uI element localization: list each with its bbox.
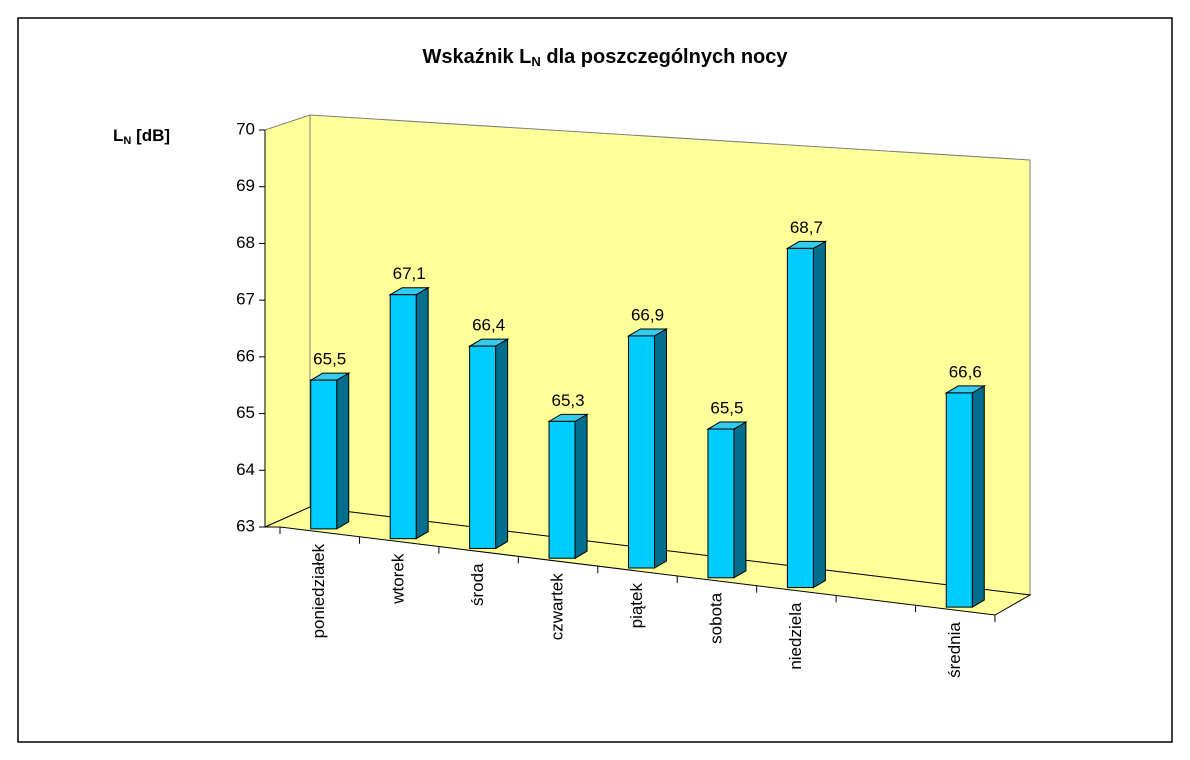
value-label: 65,3 [552,391,585,410]
value-label: 68,7 [790,218,823,237]
y-tick-label: 66 [236,346,255,365]
bar-side [971,385,985,608]
y-tick-label: 68 [236,233,255,252]
value-label: 66,9 [631,305,664,324]
chart-title: Wskaźnik LN dla poszczególnych nocy [422,46,788,69]
bar [310,379,338,530]
x-tick-label: piątek [627,583,646,629]
bar-side [336,372,350,530]
bar-side [812,240,826,589]
x-tick-label: wtorek [389,553,408,605]
bar [548,420,576,559]
y-axis-label: LN [dB] [113,126,170,146]
bar-side [733,421,747,579]
value-label: 66,6 [949,362,982,381]
bar [945,392,973,608]
y-tick-label: 67 [236,290,255,309]
x-tick-label: niedziela [786,602,805,670]
x-tick-label: środa [468,563,487,606]
x-tick-label: czwartek [548,573,567,641]
bar-side [574,413,588,560]
bar-side [495,338,509,550]
value-label: 66,4 [472,316,505,335]
bar-side [415,286,429,540]
bar [628,335,655,569]
y-tick-label: 65 [236,403,255,422]
value-label: 67,1 [393,264,426,283]
bar [786,247,814,589]
value-label: 65,5 [710,399,743,418]
bar [389,294,417,540]
bar [469,345,497,549]
x-tick-label: sobota [706,592,725,644]
y-tick-label: 69 [236,176,255,195]
bar-side [654,328,667,569]
y-tick-label: 64 [236,460,255,479]
y-tick-label: 70 [236,119,255,138]
y-tick-label: 63 [236,516,255,535]
left-wall [264,114,311,528]
value-label: 65,5 [313,350,346,369]
x-tick-label: średnia [945,622,964,678]
bar [707,428,735,579]
x-tick-label: poniedziałek [309,543,328,638]
